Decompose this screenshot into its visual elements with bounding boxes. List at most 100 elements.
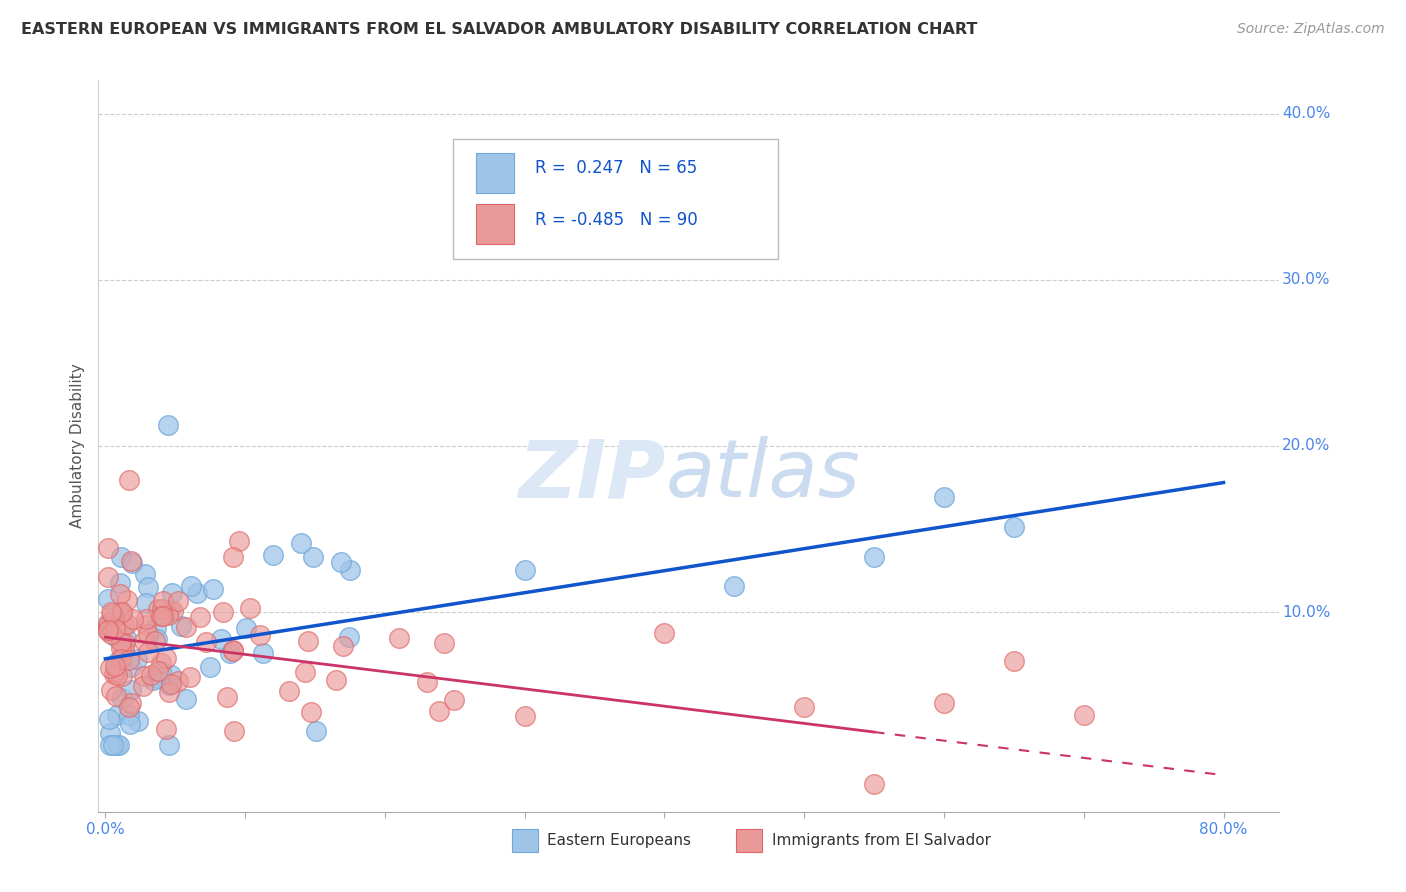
Point	[104, 631, 127, 645]
Point	[132, 679, 155, 693]
Point	[97, 541, 120, 556]
Point	[297, 634, 319, 648]
Point	[121, 612, 143, 626]
Point	[135, 612, 157, 626]
Point	[305, 723, 328, 738]
Point	[290, 536, 312, 550]
Point	[325, 673, 347, 687]
Point	[120, 554, 142, 568]
Point	[160, 677, 183, 691]
Point	[118, 707, 141, 722]
Point	[166, 594, 188, 608]
Point	[159, 668, 181, 682]
Point	[115, 616, 138, 631]
Point	[863, 549, 886, 564]
Point	[174, 620, 197, 634]
Point	[1002, 519, 1025, 533]
Point	[156, 608, 179, 623]
Point	[111, 605, 134, 619]
Point	[108, 738, 131, 752]
Point	[443, 693, 465, 707]
Point	[221, 643, 243, 657]
Point	[103, 609, 125, 624]
Point	[120, 659, 142, 673]
Point	[108, 605, 131, 619]
Point	[157, 417, 180, 432]
Point	[98, 726, 121, 740]
Bar	[477, 204, 515, 244]
Text: ZIP: ZIP	[517, 436, 665, 515]
Point	[221, 549, 243, 564]
Point	[174, 691, 197, 706]
Point	[235, 621, 257, 635]
Point	[195, 635, 218, 649]
Point	[97, 624, 120, 639]
Point	[118, 717, 141, 731]
Point	[103, 665, 125, 679]
Point	[863, 777, 886, 791]
Point	[105, 689, 128, 703]
Point	[209, 632, 232, 647]
Text: 40.0%: 40.0%	[1282, 106, 1330, 121]
Point	[180, 579, 202, 593]
Text: 30.0%: 30.0%	[1282, 272, 1330, 287]
Point	[139, 668, 162, 682]
Point	[120, 696, 142, 710]
Point	[110, 606, 132, 620]
Point	[262, 549, 284, 563]
Point	[127, 652, 149, 666]
Text: Source: ZipAtlas.com: Source: ZipAtlas.com	[1237, 22, 1385, 37]
Y-axis label: Ambulatory Disability: Ambulatory Disability	[70, 364, 86, 528]
Point	[145, 621, 167, 635]
Point	[152, 593, 174, 607]
Point	[150, 601, 173, 615]
Point	[136, 626, 159, 640]
Point	[120, 683, 142, 698]
Point	[146, 602, 169, 616]
Point	[219, 646, 242, 660]
Point	[239, 600, 262, 615]
Bar	[477, 153, 515, 194]
Point	[149, 664, 172, 678]
Point	[416, 674, 439, 689]
Point	[201, 582, 224, 596]
Point	[155, 650, 177, 665]
Point	[302, 549, 325, 564]
Point	[159, 603, 181, 617]
Point	[211, 605, 233, 619]
Point	[1073, 708, 1095, 723]
Point	[277, 684, 299, 698]
Point	[101, 607, 124, 622]
Point	[217, 690, 239, 704]
Point	[134, 634, 156, 648]
Point	[115, 632, 138, 646]
Point	[100, 627, 122, 641]
Point	[104, 659, 127, 673]
Point	[150, 656, 173, 670]
Point	[110, 641, 132, 656]
Point	[228, 533, 250, 548]
Point	[1002, 654, 1025, 668]
Point	[118, 653, 141, 667]
Point	[339, 563, 361, 577]
Point	[294, 665, 316, 679]
Point	[332, 640, 354, 654]
Point	[932, 696, 955, 710]
Point	[167, 674, 190, 689]
Point	[97, 570, 120, 584]
Point	[114, 636, 136, 650]
Point	[301, 706, 323, 720]
Text: atlas: atlas	[665, 436, 860, 515]
Point	[146, 671, 169, 685]
Point	[339, 631, 361, 645]
Point	[654, 625, 676, 640]
Point	[157, 738, 180, 752]
Point	[105, 738, 128, 752]
Point	[135, 596, 157, 610]
Point	[160, 586, 183, 600]
Point	[135, 618, 157, 632]
Point	[433, 636, 456, 650]
Point	[100, 682, 122, 697]
Point	[127, 714, 149, 728]
Point	[111, 669, 134, 683]
